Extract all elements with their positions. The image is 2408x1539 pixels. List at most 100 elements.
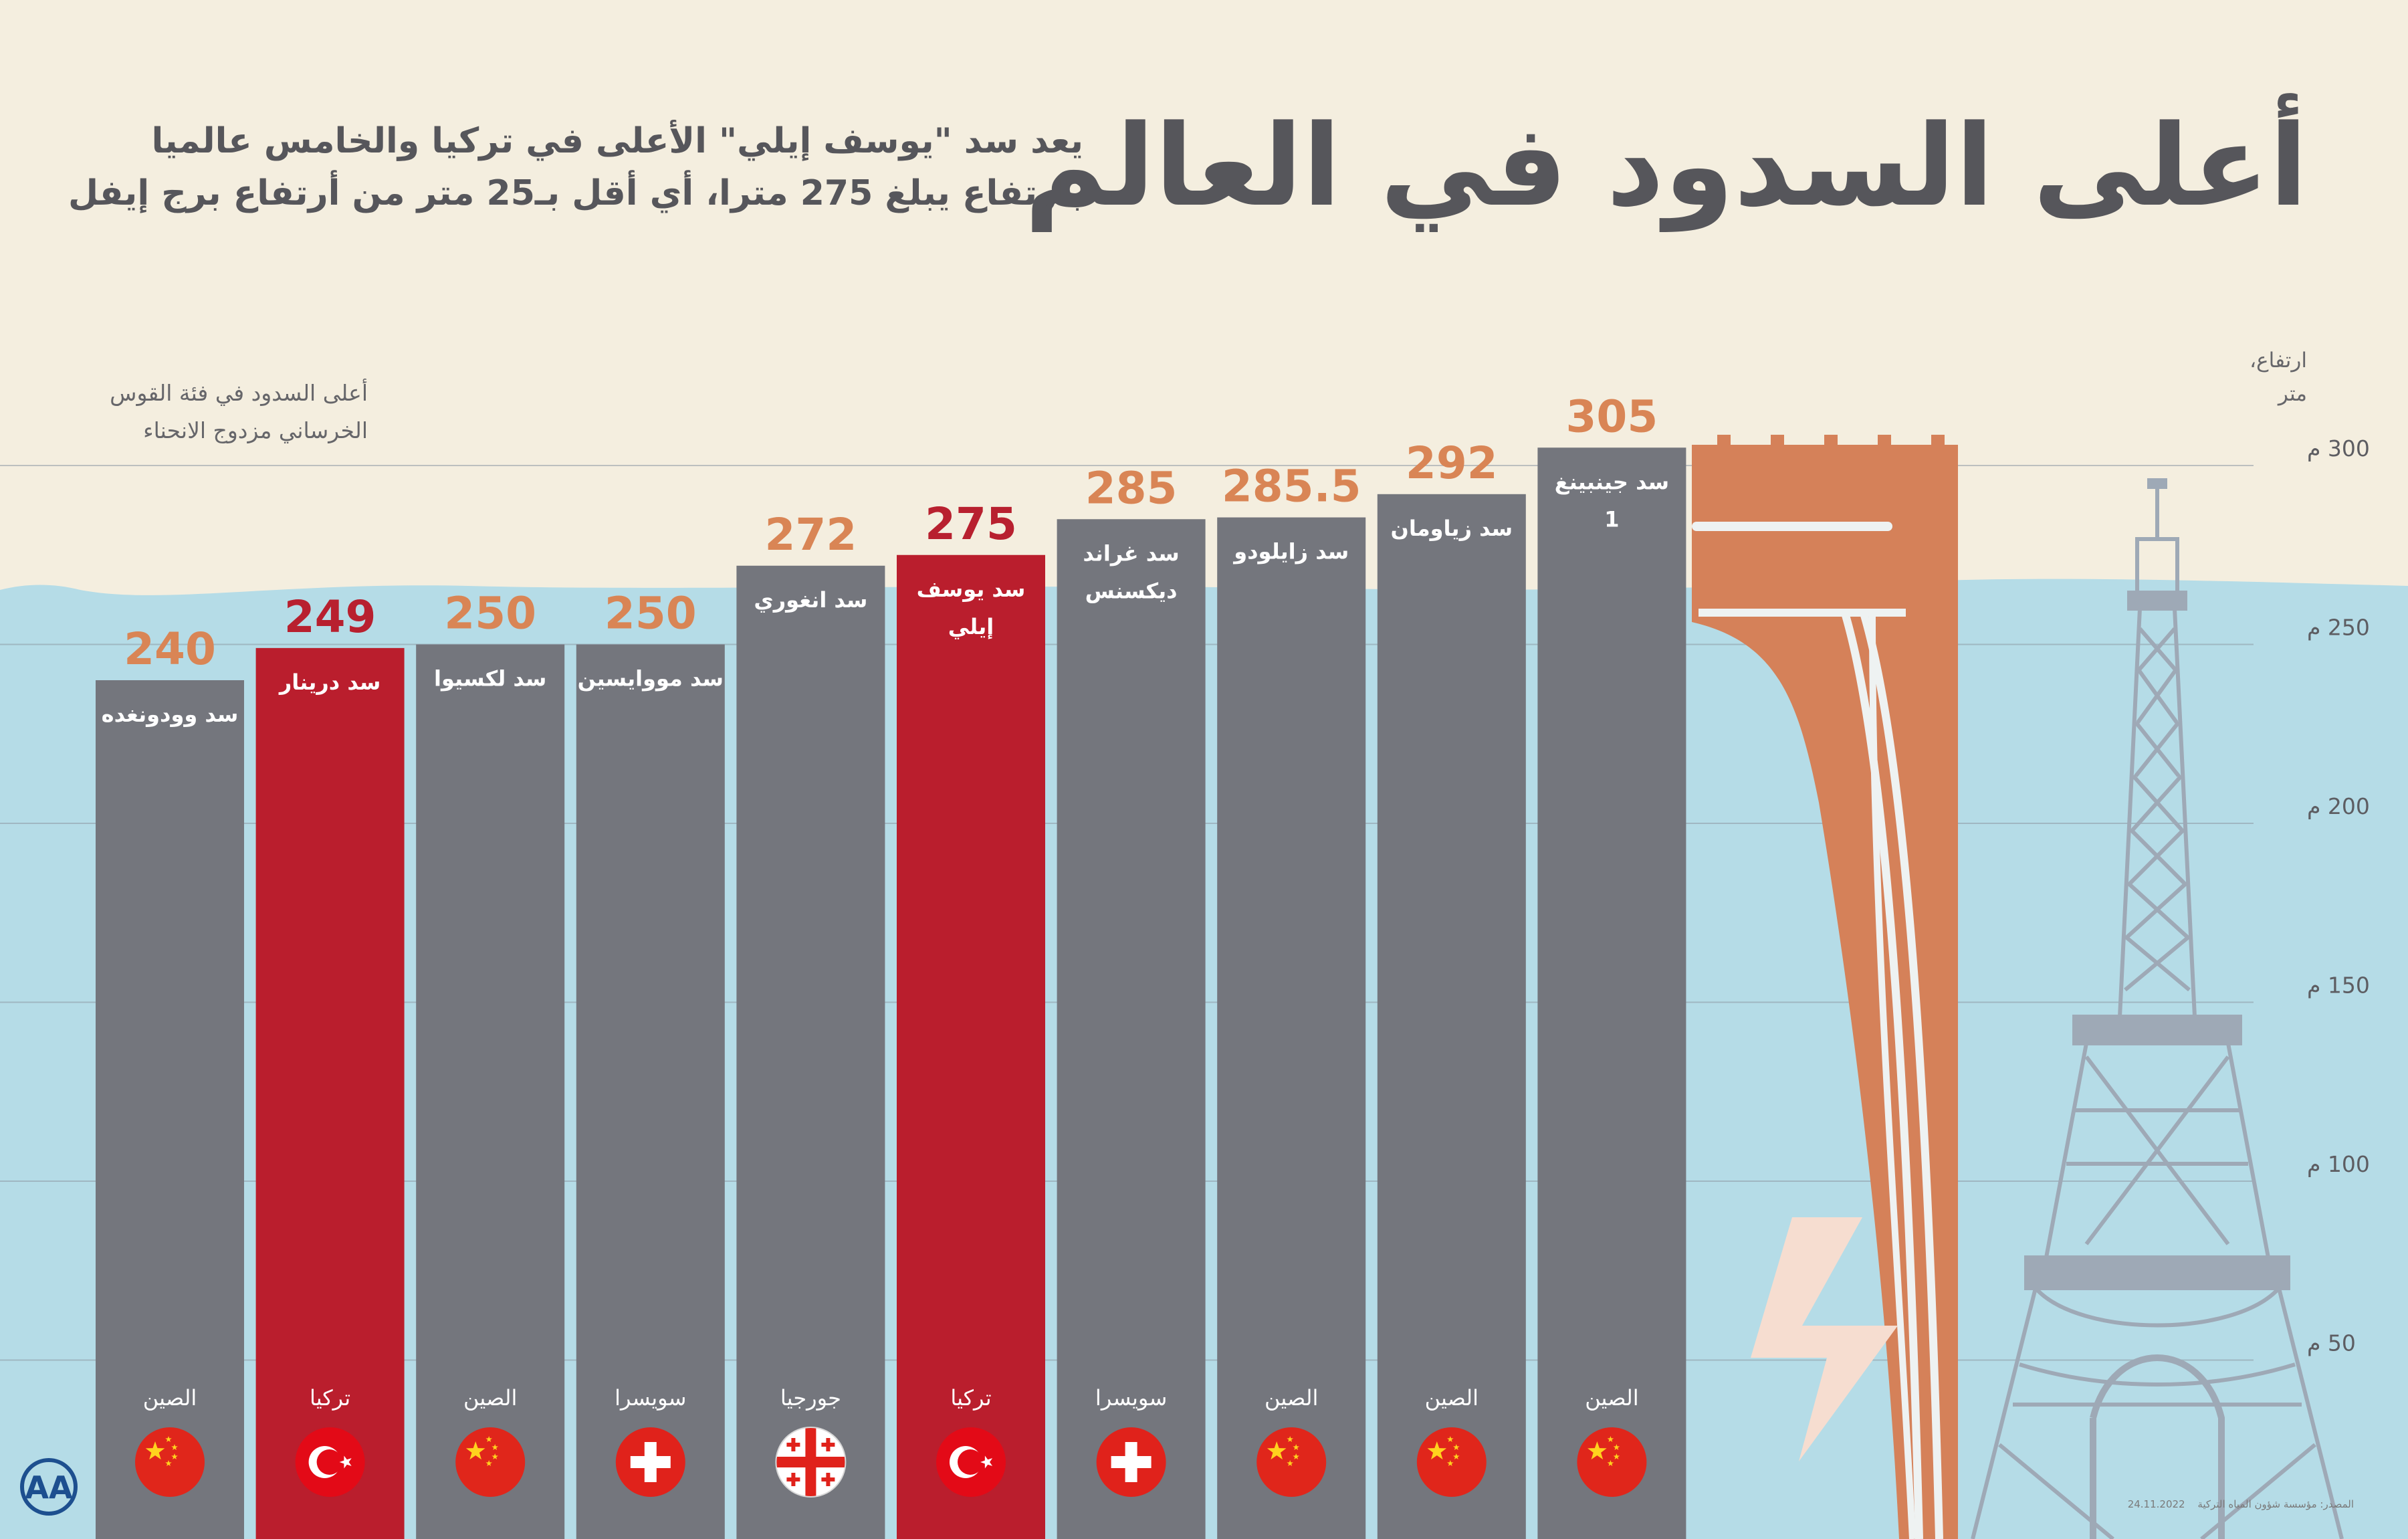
bar-value-label: 292 — [1406, 437, 1498, 489]
china-flag — [135, 1427, 205, 1497]
bar — [897, 554, 1045, 1539]
bar-group: 285.5 سد زايلودو الصين — [1217, 461, 1366, 1539]
bar-name-label: سد انغوري — [754, 587, 867, 613]
bar-name-label: سد مووايسين — [578, 666, 724, 692]
china-flag — [1256, 1427, 1327, 1497]
bar — [416, 644, 565, 1539]
source-note: المصدر: مؤسسة شؤون المياه التركية 24.11.… — [2086, 1498, 2354, 1510]
china-flag — [1577, 1427, 1647, 1497]
flag-star — [1447, 1460, 1454, 1466]
subtitle: يعد سد "يوسف إيلي" الأعلى في تركيا والخا… — [68, 115, 1083, 219]
bar-value-label: 250 — [444, 588, 536, 639]
flag-crescent — [958, 1449, 983, 1475]
flag-star — [1293, 1444, 1299, 1450]
flag-disc — [455, 1427, 526, 1497]
bar-name-label: سد يوسف — [917, 577, 1026, 602]
bar — [576, 644, 725, 1539]
flag-star — [1287, 1436, 1293, 1442]
y-axis-label-line: ارتفاع، — [2250, 348, 2307, 373]
source-date: 24.11.2022 — [2127, 1498, 2185, 1510]
logo-text: AA — [25, 1469, 73, 1506]
lightning-bolt-icon — [1751, 1217, 1898, 1461]
china-flag — [455, 1427, 526, 1497]
y-tick-label: 200 م — [2307, 793, 2370, 819]
flag-cross — [1111, 1456, 1152, 1468]
country-label: الصين — [143, 1385, 197, 1411]
bar-group: 250 سد لكسيوا الصين — [416, 588, 565, 1539]
switzerland-flag — [1096, 1427, 1166, 1497]
subtitle-line: بارتفاع يبلغ 275 مترا، أي أقل بـ25 متر م… — [68, 173, 1083, 213]
y-tick-label: 50 م — [2307, 1330, 2356, 1356]
flag-cross — [630, 1456, 671, 1468]
flag-cross — [776, 1457, 846, 1467]
y-axis-label: ارتفاع، متر — [2227, 344, 2307, 411]
country-label: الصين — [1425, 1385, 1479, 1411]
bar-group: 305 سد جينبينغ 1 الصين — [1537, 391, 1686, 1539]
flag-small-cross — [786, 1443, 800, 1447]
flag-star — [1427, 1441, 1447, 1460]
bar — [255, 647, 405, 1539]
flag-disc — [1256, 1427, 1327, 1497]
dam-stripe — [1692, 522, 1892, 531]
country-label: الصين — [463, 1385, 517, 1411]
category-note-line: أعلى السدود في فئة القوس — [110, 380, 368, 406]
bar-value-label: 250 — [605, 588, 697, 639]
bar — [1537, 447, 1686, 1539]
bar-value-label: 285.5 — [1222, 461, 1361, 512]
bar — [1057, 519, 1206, 1539]
flag-star — [491, 1444, 498, 1450]
dam-curve — [1869, 615, 1916, 1539]
flag-disc — [1577, 1427, 1647, 1497]
flag-disc — [1416, 1427, 1487, 1497]
bar-group: 250 سد مووايسين سويسرا — [576, 588, 725, 1539]
bar-name-label: سد زياومان — [1391, 516, 1513, 541]
bar-name-label: سد زايلودو — [1232, 539, 1349, 565]
bar-value-label: 275 — [925, 498, 1017, 550]
flag-disc — [135, 1427, 205, 1497]
flag-star — [1267, 1441, 1287, 1460]
page-title: أعلى السدود في العالم — [1024, 100, 2308, 231]
georgia-flag — [775, 1427, 847, 1498]
bar-value-label: 249 — [284, 591, 376, 643]
dam-curve — [1842, 614, 1923, 1539]
bar-group: 249 سد درينار تركيا — [255, 591, 405, 1539]
flag-star — [465, 1441, 485, 1460]
subtitle-line: يعد سد "يوسف إيلي" الأعلى في تركيا والخا… — [151, 121, 1083, 161]
flag-star — [1588, 1441, 1607, 1460]
turkey-flag — [295, 1427, 365, 1497]
y-axis-label-line: متر — [2278, 382, 2307, 406]
bar-value-label: 305 — [1566, 391, 1658, 442]
flag-star — [1447, 1436, 1454, 1442]
flag-star — [165, 1460, 172, 1466]
flag-star — [165, 1436, 172, 1442]
flag-star — [1453, 1453, 1460, 1459]
bar-value-label: 285 — [1085, 462, 1178, 514]
flag-star — [1453, 1444, 1460, 1450]
bar — [1377, 494, 1526, 1539]
y-tick-label: 250 م — [2307, 615, 2370, 641]
y-tick-label: 150 م — [2307, 972, 2370, 999]
dam-illustration — [1692, 435, 1958, 1539]
bar-name-label: 1 — [1604, 506, 1619, 532]
bar — [96, 680, 244, 1539]
flag-star — [171, 1453, 178, 1459]
eiffel-tower-icon — [1971, 478, 2344, 1539]
bars: 240 سد وودونغده الصين 249 سد درينار تركيا 250 س… — [96, 391, 1686, 1539]
bar-name-label: سد غراند — [1083, 540, 1179, 566]
flag-star — [339, 1455, 352, 1469]
bar-name-label: سد درينار — [278, 670, 380, 695]
bar — [1217, 517, 1366, 1539]
dam-curve — [1860, 614, 1943, 1539]
flag-star — [171, 1444, 178, 1450]
flag-star — [1287, 1460, 1293, 1466]
anadolu-agency-logo: AA — [20, 1458, 78, 1516]
flag-star — [980, 1455, 993, 1469]
flag-star — [491, 1453, 498, 1459]
country-label: الصين — [1265, 1385, 1318, 1411]
bar-group: 292 سد زياومان الصين — [1377, 437, 1526, 1539]
y-axis-ticks: 50 م 100 م 150 م 200 م 250 م 300 م — [2307, 435, 2370, 1356]
flag-small-cross — [821, 1477, 835, 1481]
country-label: تركيا — [310, 1385, 350, 1411]
bar-group: 275 سد يوسف إيلي تركيا — [897, 498, 1045, 1539]
